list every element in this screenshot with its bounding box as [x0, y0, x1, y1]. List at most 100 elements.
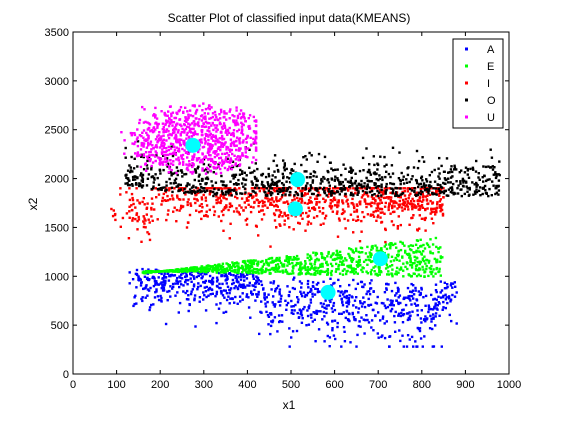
data-point [488, 178, 491, 181]
data-point [139, 284, 143, 287]
data-point [260, 187, 263, 190]
data-point [276, 330, 279, 333]
data-point [293, 194, 296, 197]
data-point [246, 156, 249, 159]
data-point [483, 174, 486, 177]
data-point [459, 188, 462, 191]
data-point [240, 206, 243, 209]
data-point [369, 202, 372, 206]
data-point [229, 192, 233, 195]
data-point [156, 283, 160, 286]
data-point [365, 176, 368, 180]
data-point [372, 215, 376, 218]
y-tick-label: 0 [63, 369, 69, 381]
data-point [134, 217, 137, 221]
data-point [342, 311, 345, 314]
data-point [191, 172, 194, 175]
data-point [377, 214, 380, 217]
data-point [198, 157, 201, 160]
data-point [292, 272, 295, 275]
data-point [183, 144, 187, 147]
x-tick-label: 900 [456, 379, 474, 391]
data-point [230, 194, 233, 197]
data-point [300, 199, 304, 203]
data-point [466, 169, 469, 172]
data-point [347, 312, 351, 315]
data-point [185, 167, 189, 171]
data-point [363, 283, 366, 286]
data-point [165, 199, 168, 202]
data-point [371, 260, 374, 263]
data-point [161, 186, 164, 189]
data-point [409, 299, 412, 302]
data-point [208, 122, 211, 125]
data-point [225, 282, 228, 285]
data-point [394, 330, 397, 333]
data-point [381, 317, 385, 320]
data-point [187, 221, 190, 224]
data-point [378, 174, 381, 177]
data-point [252, 277, 255, 280]
data-point [245, 174, 248, 177]
data-point [242, 140, 245, 144]
data-point [320, 179, 323, 182]
data-point [129, 131, 133, 135]
data-point [261, 199, 264, 203]
data-point [187, 135, 191, 138]
data-point [298, 280, 302, 283]
data-point [208, 193, 211, 196]
data-point [211, 187, 214, 190]
data-point [496, 185, 500, 188]
data-point [367, 297, 370, 301]
data-point [196, 288, 199, 291]
data-point [358, 320, 361, 323]
data-point [220, 180, 223, 183]
data-point [273, 154, 277, 157]
data-point [422, 250, 425, 253]
data-point [365, 270, 368, 273]
data-point [200, 186, 203, 189]
data-point [352, 203, 355, 206]
data-point [228, 110, 231, 113]
data-point [334, 168, 337, 171]
data-point [331, 200, 334, 203]
data-point [383, 291, 387, 294]
data-point [370, 273, 373, 276]
data-point [418, 260, 421, 263]
data-point [419, 191, 422, 194]
data-point [225, 145, 228, 149]
data-point [221, 282, 224, 286]
data-point [307, 199, 311, 202]
data-point [386, 256, 390, 259]
data-point [338, 183, 341, 186]
data-point [211, 265, 215, 268]
data-point [238, 163, 242, 166]
data-point [368, 190, 371, 194]
data-point [293, 287, 296, 291]
data-point [159, 157, 163, 160]
data-point [185, 137, 188, 140]
data-point [192, 127, 195, 130]
data-point [314, 187, 317, 190]
data-point [221, 162, 225, 165]
data-point [484, 188, 487, 192]
data-point [312, 273, 315, 276]
data-point [497, 189, 501, 192]
data-point [326, 178, 329, 182]
data-point [398, 329, 401, 332]
data-point [356, 333, 359, 337]
data-point [204, 267, 207, 270]
data-point [427, 308, 431, 311]
data-point [401, 209, 404, 212]
data-point [229, 142, 233, 146]
data-point [260, 173, 263, 177]
data-point [361, 302, 365, 305]
data-point [166, 114, 169, 117]
data-point [170, 168, 173, 172]
data-point [205, 271, 208, 274]
data-point [342, 184, 345, 188]
data-point [402, 308, 405, 311]
data-point [337, 204, 340, 207]
data-point [272, 268, 275, 272]
data-point [208, 274, 212, 278]
